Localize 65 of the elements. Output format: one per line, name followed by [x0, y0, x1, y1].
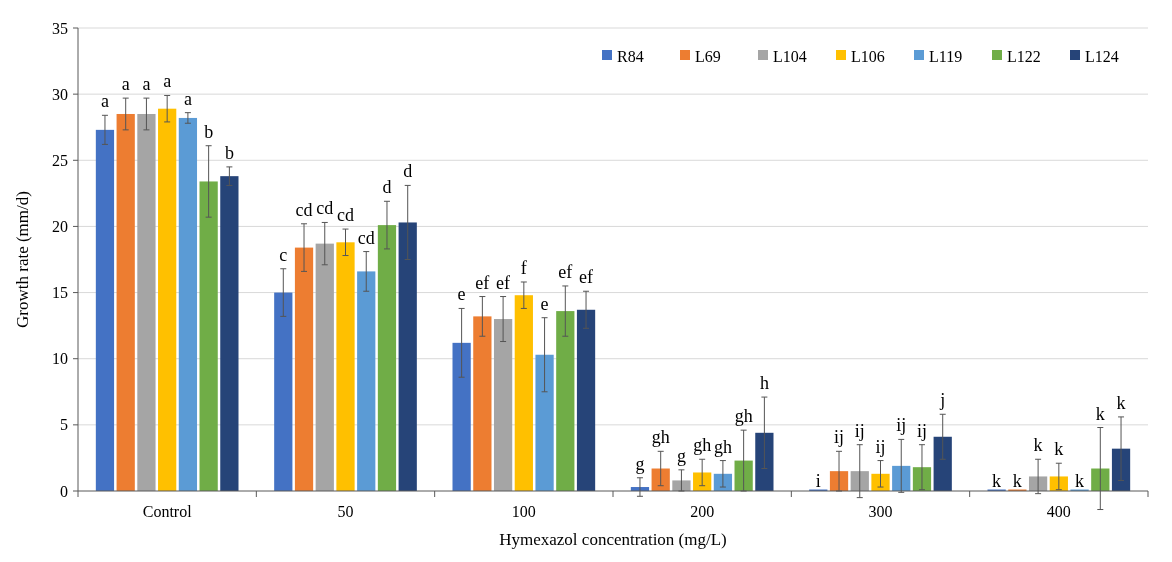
data-label: gh	[713, 436, 732, 457]
y-tick-label: 30	[52, 85, 68, 103]
data-label: ef	[496, 272, 511, 293]
x-tick-label: 100	[511, 503, 536, 520]
y-axis-title: Growth rate (mm/d)	[13, 191, 32, 328]
data-label: g	[676, 445, 686, 466]
data-label: d	[403, 161, 413, 182]
y-tick-label: 35	[52, 19, 68, 37]
legend-label: R84	[617, 47, 644, 65]
data-label: cd	[295, 199, 313, 220]
data-label: cd	[337, 205, 354, 226]
data-label: h	[759, 373, 769, 394]
data-label: a	[142, 74, 151, 95]
x-tick-label: Control	[142, 503, 193, 520]
data-label: k	[1054, 439, 1064, 460]
y-tick-label: 10	[52, 350, 68, 368]
data-label: ij	[896, 415, 907, 436]
data-label: cd	[316, 198, 334, 219]
data-label: ef	[579, 267, 594, 288]
data-label: j	[939, 390, 946, 411]
data-label: ef	[558, 261, 573, 282]
data-label: k	[1116, 392, 1126, 413]
legend-label: L122	[1007, 47, 1041, 65]
data-label: a	[121, 74, 130, 95]
y-tick-label: 20	[52, 218, 68, 236]
data-label: k	[1075, 471, 1085, 491]
data-label: i	[815, 471, 821, 491]
x-tick-label: 300	[868, 503, 893, 520]
data-label: b	[204, 121, 214, 142]
x-tick-label: 200	[690, 503, 715, 520]
data-label: ef	[475, 272, 490, 293]
data-label: a	[183, 88, 192, 109]
legend-label: L69	[695, 47, 721, 65]
data-label: e	[540, 293, 549, 314]
data-label: c	[279, 244, 288, 265]
data-label: b	[224, 142, 234, 163]
data-label: a	[100, 91, 109, 112]
data-label: ij	[854, 420, 865, 441]
data-label: gh	[651, 427, 670, 448]
x-axis-title: Hymexazol concentration (mg/L)	[499, 530, 727, 549]
y-tick-label: 5	[60, 416, 68, 434]
data-label: ij	[916, 420, 927, 441]
x-tick-label: 50	[337, 503, 354, 520]
data-label: ij	[834, 427, 845, 448]
data-label: cd	[357, 227, 375, 248]
data-label: ij	[875, 436, 886, 457]
legend-label: L106	[851, 47, 885, 65]
x-tick-label: 400	[1046, 503, 1071, 520]
y-tick-label: 0	[60, 482, 68, 500]
data-label: e	[457, 284, 466, 305]
data-label: k	[992, 471, 1002, 491]
data-label: k	[1095, 403, 1105, 424]
data-label: gh	[734, 406, 753, 427]
data-label: gh	[693, 435, 712, 456]
data-label: k	[1012, 471, 1022, 491]
y-tick-label: 25	[52, 151, 68, 169]
y-tick-label: 15	[52, 284, 68, 302]
data-label: k	[1033, 435, 1043, 456]
data-label: a	[163, 71, 172, 92]
legend-label: L124	[1085, 47, 1119, 65]
data-label: f	[520, 257, 527, 278]
data-label: g	[635, 453, 645, 474]
data-label: d	[382, 177, 392, 198]
legend-label: L119	[929, 47, 963, 65]
legend-label: L104	[773, 47, 807, 65]
